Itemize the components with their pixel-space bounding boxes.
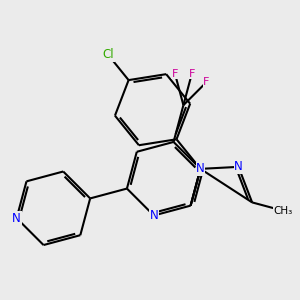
Text: F: F [172, 69, 178, 79]
Text: N: N [149, 209, 158, 222]
Text: F: F [189, 69, 195, 79]
Text: CH₃: CH₃ [274, 206, 293, 216]
Text: N: N [234, 160, 243, 173]
Text: F: F [203, 77, 209, 87]
Text: Cl: Cl [102, 49, 114, 62]
Text: N: N [196, 162, 205, 176]
Text: N: N [12, 212, 21, 225]
